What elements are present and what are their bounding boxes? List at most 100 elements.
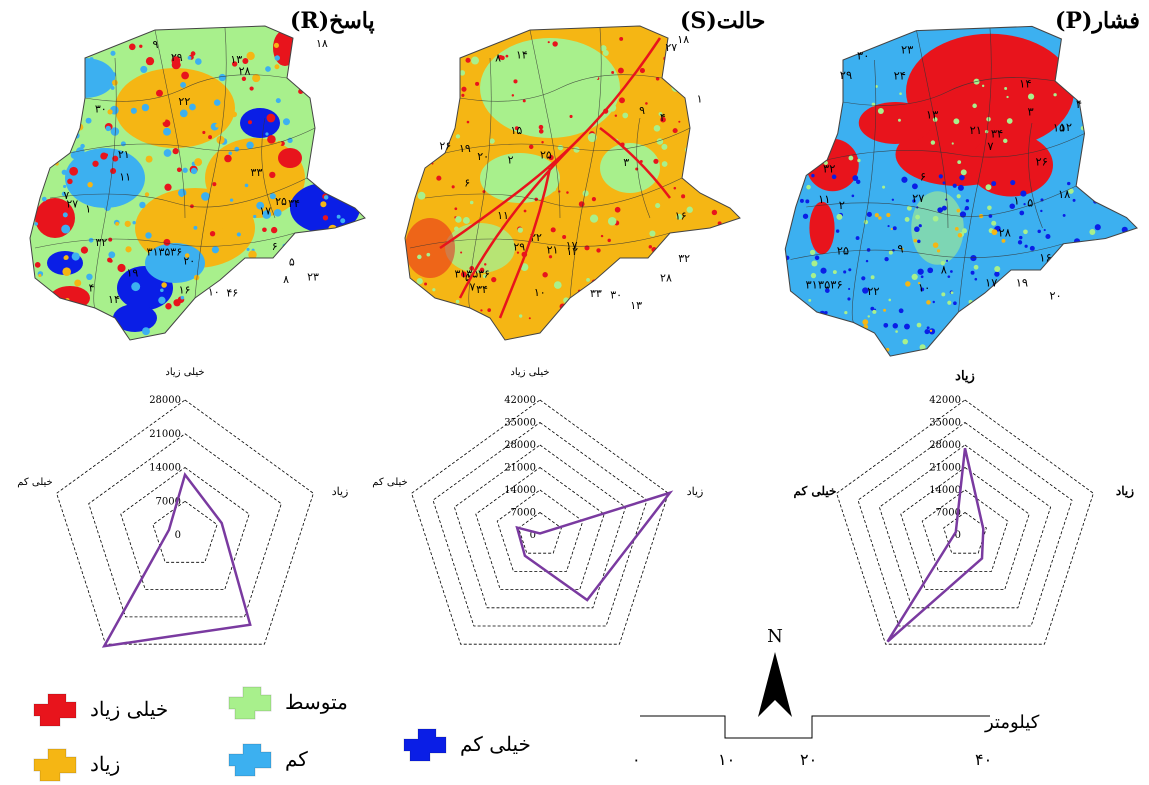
subbasin-label: ۴: [89, 282, 95, 295]
subbasin-label: ۱۹: [1016, 275, 1028, 289]
legend-swatch-shape: [33, 748, 77, 782]
watershed-outline: [404, 25, 741, 341]
subbasin-label: ۱: [1013, 194, 1019, 208]
watershed-outline: [784, 25, 1138, 357]
subbasin-label: ۲۶: [439, 139, 451, 152]
subbasin-label: ۲۲: [530, 231, 542, 244]
subbasin-label: ۴۶: [226, 287, 238, 300]
subbasin-label: ۱۲: [566, 245, 578, 258]
subbasin-label: ۴: [660, 111, 666, 124]
subbasin-label: ۱۱: [818, 192, 830, 206]
subbasin-label: ۱۸: [316, 37, 328, 50]
subbasin-label: ۲۵: [837, 243, 849, 257]
radar-tick-label: 0: [955, 530, 961, 541]
radar-tick-label: 0: [175, 530, 181, 541]
radar-tick-label: 7000: [936, 508, 961, 519]
subbasin-label: ۱۰: [534, 286, 546, 299]
map-patch: [405, 218, 455, 278]
radar-axis-label: خیلی کم: [17, 477, 52, 488]
legend-label-very-high: خیلی زیاد: [90, 697, 169, 721]
subbasin-label: ۱۸: [677, 33, 689, 46]
subbasin-label: ۲۹: [513, 240, 525, 253]
subbasin-label: ۲۱: [547, 244, 559, 257]
subbasin-label: ۱۳: [630, 299, 642, 312]
radar-axis-label: خیلی زیاد: [510, 367, 549, 378]
subbasin-label: ۲۰: [477, 150, 489, 163]
map-state: ۲۶۱۲۵۲۷۲۳۰۲۹۲۸۳۳۳۳۱۳۵۳۶۴۵۲۲۲۱۳۴۳۲۹۱۹۲۰۸۱…: [404, 25, 741, 341]
river-line: [599, 127, 671, 199]
map-patch: [969, 133, 1053, 197]
legend-item-low: کم: [225, 740, 308, 778]
subbasin-label: ۶: [464, 176, 470, 189]
subbasin-label: ۲۷: [912, 191, 925, 205]
subbasin-label: ۱۴: [1019, 77, 1031, 91]
subbasin-label: ۸: [495, 51, 501, 64]
subbasin-label: ۲۰: [183, 254, 195, 267]
radar-grid-ring: [475, 467, 605, 591]
subbasin-label: ۱۶: [1039, 251, 1051, 265]
radar-tick-label: 28000: [929, 440, 961, 451]
subbasin-label: ۱۳: [926, 108, 939, 122]
subbasin-label: ۲۱: [118, 148, 130, 161]
subbasin-label: ۲۳: [901, 42, 914, 56]
legend-swatch-shape: [33, 693, 77, 727]
subbasin-label: ۲۶: [1036, 154, 1048, 168]
radar-grid-ring: [900, 467, 1030, 591]
subbasin-label: ۱۳: [230, 53, 242, 66]
radar-tick-label: 28000: [504, 440, 536, 451]
map-patch: [911, 191, 964, 265]
very-high-swatch: [33, 693, 77, 727]
panel-title-pressure: فشار(P): [1055, 8, 1140, 34]
north-arrow-icon: N: [758, 626, 792, 717]
subbasin-label: ۳۰: [95, 103, 107, 116]
river-line: [498, 167, 552, 319]
legend-label-very-low: خیلی کم: [460, 732, 531, 756]
radar-tick-label: 14000: [149, 463, 181, 474]
legend-label-high: زیاد: [90, 752, 121, 776]
radar-tick-label: 0: [530, 530, 536, 541]
subbasin-label: ۱۸: [1058, 187, 1071, 201]
subbasin-label: ۳۲: [678, 252, 690, 265]
subbasin-label: ۳: [623, 156, 629, 169]
radar-grid-ring: [857, 422, 1073, 627]
subbasin-label: ۳۳: [590, 287, 602, 300]
subbasin-label: ۴: [1076, 97, 1082, 111]
radar-grid-ring: [518, 512, 562, 554]
map-patch: [290, 183, 360, 233]
subbasin-label: ۹: [639, 104, 645, 117]
subbasin-label: ۶: [920, 170, 926, 184]
map-patch: [240, 108, 280, 138]
subbasin-label: ۳۴: [288, 197, 300, 210]
subbasin-label: ۳۴: [476, 283, 488, 296]
subbasin-label: ۱۰: [208, 285, 220, 298]
radar-grid-ring: [432, 422, 648, 627]
scale-unit: کیلومتر: [985, 712, 1040, 733]
subbasin-label: ۱۶: [675, 209, 687, 222]
radar-tick-label: 14000: [929, 485, 961, 496]
very-low-swatch: [403, 728, 447, 762]
subbasin-label: ۷: [63, 189, 69, 202]
subbasin-label: ۷: [987, 139, 994, 153]
legend-item-very-low: خیلی کم: [400, 725, 531, 763]
subbasin-label: ۳۲: [823, 161, 835, 175]
medium-swatch: [228, 686, 272, 720]
subbasin-label: ۸: [283, 273, 289, 286]
panel-title-response: پاسخ(R): [290, 8, 375, 34]
subbasin-label: ۱۷: [985, 275, 998, 289]
subbasin-label: ۲۸: [239, 64, 251, 77]
subbasin-label: ۱۶: [179, 284, 191, 297]
radar-tick-label: 7000: [511, 508, 536, 519]
radar-tick-label: 21000: [149, 429, 181, 440]
radar-tick-label: 35000: [504, 418, 536, 429]
radar-tick-label: 21000: [929, 463, 961, 474]
radar-tick-label: 21000: [504, 463, 536, 474]
subbasin-label: ۱۷: [566, 239, 578, 252]
subbasin-label: ۲۰: [1049, 288, 1061, 302]
map-patch: [113, 304, 157, 332]
map-patch: [858, 102, 933, 144]
high-swatch: [33, 748, 77, 782]
scale-bar: کیلومتر ۰ ۱۰ ۲۰ ۴۰: [630, 700, 1039, 780]
legend-label-medium: متوسط: [285, 690, 348, 714]
subbasin-label: ۲۵: [275, 195, 287, 208]
subbasin-label: ۱۹: [126, 266, 138, 279]
